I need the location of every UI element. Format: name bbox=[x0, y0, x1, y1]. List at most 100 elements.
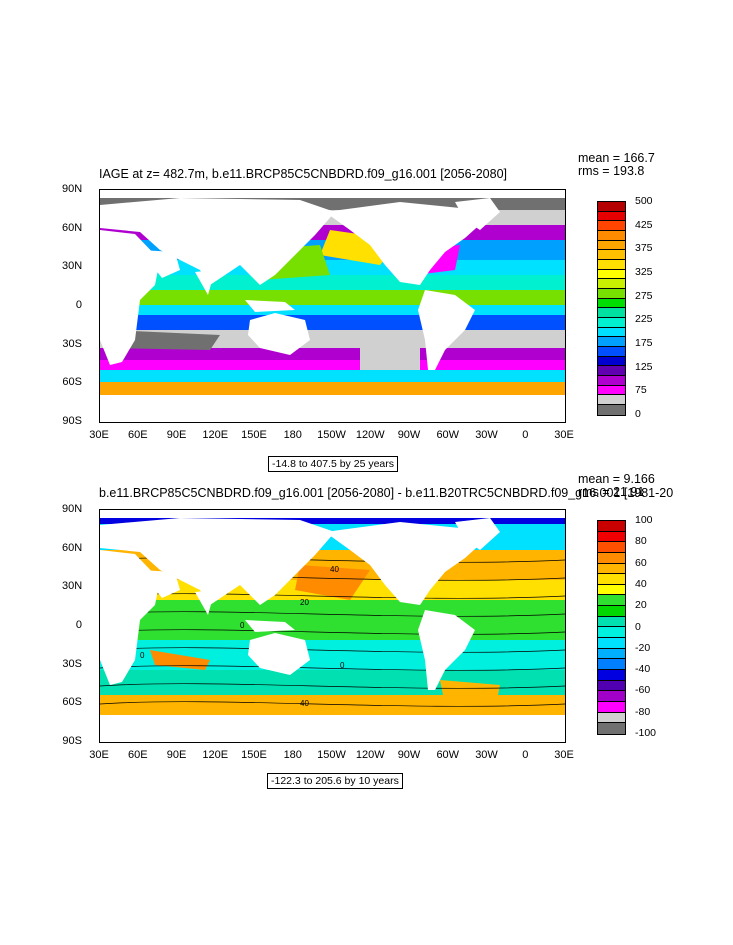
y-tick-label: 30S bbox=[62, 337, 82, 350]
field-band bbox=[100, 382, 565, 395]
colorbar-box bbox=[598, 289, 625, 299]
land-mask bbox=[455, 198, 500, 230]
field-band bbox=[100, 315, 565, 330]
y-tick-label: 90N bbox=[62, 503, 83, 515]
colorbar-label: 60 bbox=[635, 556, 647, 569]
land-mask bbox=[245, 620, 295, 632]
iage-field bbox=[100, 190, 565, 422]
colorbar-box bbox=[598, 521, 625, 532]
x-tick-label: 90W bbox=[397, 429, 421, 441]
colorbar-box bbox=[598, 531, 625, 543]
x-tick-label: 180 bbox=[283, 749, 302, 761]
colorbar-label: 325 bbox=[635, 266, 653, 278]
colorbar-box bbox=[598, 269, 625, 280]
x-tick-label: 30W bbox=[475, 429, 498, 441]
colorbar-box bbox=[598, 648, 625, 660]
colorbar-label: -60 bbox=[635, 684, 651, 697]
colorbar-label: 20 bbox=[635, 599, 647, 612]
colorbar-box bbox=[598, 712, 625, 724]
colorbar-box bbox=[598, 691, 625, 702]
x-tick-label: 60E bbox=[127, 429, 148, 441]
colorbar-label: 175 bbox=[635, 337, 653, 349]
field-region bbox=[150, 650, 210, 670]
y-tick-label: 0 bbox=[75, 619, 82, 631]
land-mask bbox=[100, 395, 565, 422]
mean-value: mean = 9.166 bbox=[578, 472, 655, 486]
contour-label: 40 bbox=[330, 565, 339, 574]
x-tick-label: 60W bbox=[436, 429, 460, 441]
colorbar-box bbox=[598, 221, 625, 232]
contour-label: 0 bbox=[240, 621, 245, 630]
colorbar-box bbox=[598, 405, 625, 415]
land-mask bbox=[195, 590, 215, 615]
field-band bbox=[100, 305, 565, 315]
colorbar-label: 0 bbox=[635, 408, 641, 420]
rms-value: rms = 21.91 bbox=[578, 485, 645, 499]
y-tick-label: 30S bbox=[62, 657, 82, 670]
contour-line bbox=[100, 611, 565, 617]
land-mask bbox=[100, 550, 160, 685]
stats-block: mean = 166.7 rms = 193.8 bbox=[578, 152, 655, 178]
field-region bbox=[360, 340, 420, 370]
ocean-map: 40 20 0 0 0 40 bbox=[99, 509, 566, 743]
land-mask bbox=[100, 518, 335, 605]
x-tick-label: 30W bbox=[475, 749, 498, 761]
x-tick-label: 90W bbox=[397, 749, 421, 761]
land-mask bbox=[100, 230, 160, 365]
colorbar-box bbox=[598, 366, 625, 377]
contour-line bbox=[100, 701, 565, 707]
x-tick-label: 120W bbox=[355, 749, 385, 761]
x-tick-label: 30E bbox=[554, 429, 574, 441]
field-band bbox=[100, 370, 565, 382]
field-band bbox=[100, 348, 565, 360]
x-tick-label: 180 bbox=[283, 429, 302, 441]
colorbar-label: -100 bbox=[635, 727, 657, 739]
colorbar-box bbox=[598, 659, 625, 670]
colorbar-box bbox=[598, 638, 625, 649]
colorbar-label: 500 bbox=[635, 195, 653, 207]
colorbar-label: 80 bbox=[635, 535, 647, 548]
colorbar-label: 425 bbox=[635, 218, 653, 231]
x-tick-label: 30E bbox=[89, 749, 109, 761]
x-tick-label: 120E bbox=[202, 749, 229, 761]
colorbar-box bbox=[598, 347, 625, 357]
chart-title: b.e11.BRCP85C5CNBDRD.f09_g16.001 [2056-2… bbox=[99, 486, 674, 500]
colorbar-box bbox=[598, 723, 625, 734]
colorbar-box bbox=[598, 250, 625, 261]
x-tick-label: 60W bbox=[436, 749, 460, 761]
colorbar-label: -40 bbox=[635, 663, 651, 676]
colorbar-label: 0 bbox=[635, 620, 641, 633]
contour-line bbox=[100, 647, 565, 653]
range-label: -14.8 to 407.5 by 25 years bbox=[268, 456, 398, 472]
x-tick-label: 90E bbox=[166, 429, 187, 441]
colorbar-box bbox=[598, 574, 625, 585]
contour-line bbox=[100, 683, 565, 689]
contour-label: 40 bbox=[300, 699, 309, 708]
land-mask bbox=[195, 270, 215, 295]
colorbar-box bbox=[598, 584, 625, 596]
land-mask bbox=[418, 290, 475, 370]
stats-block: mean = 9.166 rms = 21.91 bbox=[578, 473, 655, 499]
colorbar-box bbox=[598, 279, 625, 290]
colorbar-box bbox=[598, 376, 625, 386]
colorbar-box bbox=[598, 563, 625, 575]
colorbar-box bbox=[598, 260, 625, 270]
colorbar-box bbox=[598, 542, 625, 553]
colorbar-label: 40 bbox=[635, 577, 647, 590]
rms-value: rms = 193.8 bbox=[578, 164, 645, 178]
colorbar-box bbox=[598, 356, 625, 367]
land-mask bbox=[245, 300, 295, 312]
colorbar-box bbox=[598, 318, 625, 328]
mean-value: mean = 166.7 bbox=[578, 151, 655, 165]
x-tick-label: 60E bbox=[127, 749, 148, 761]
y-tick-label: 60S bbox=[62, 376, 82, 389]
colorbar-box bbox=[598, 680, 625, 692]
field-band bbox=[100, 600, 565, 640]
colorbar-box bbox=[598, 606, 625, 617]
x-tick-label: 90E bbox=[166, 749, 187, 761]
colorbar-box bbox=[598, 337, 625, 348]
colorbar bbox=[597, 201, 626, 416]
x-tick-label: 120W bbox=[355, 429, 385, 441]
colorbar-label: 125 bbox=[635, 360, 653, 373]
colorbar-box bbox=[598, 202, 625, 212]
